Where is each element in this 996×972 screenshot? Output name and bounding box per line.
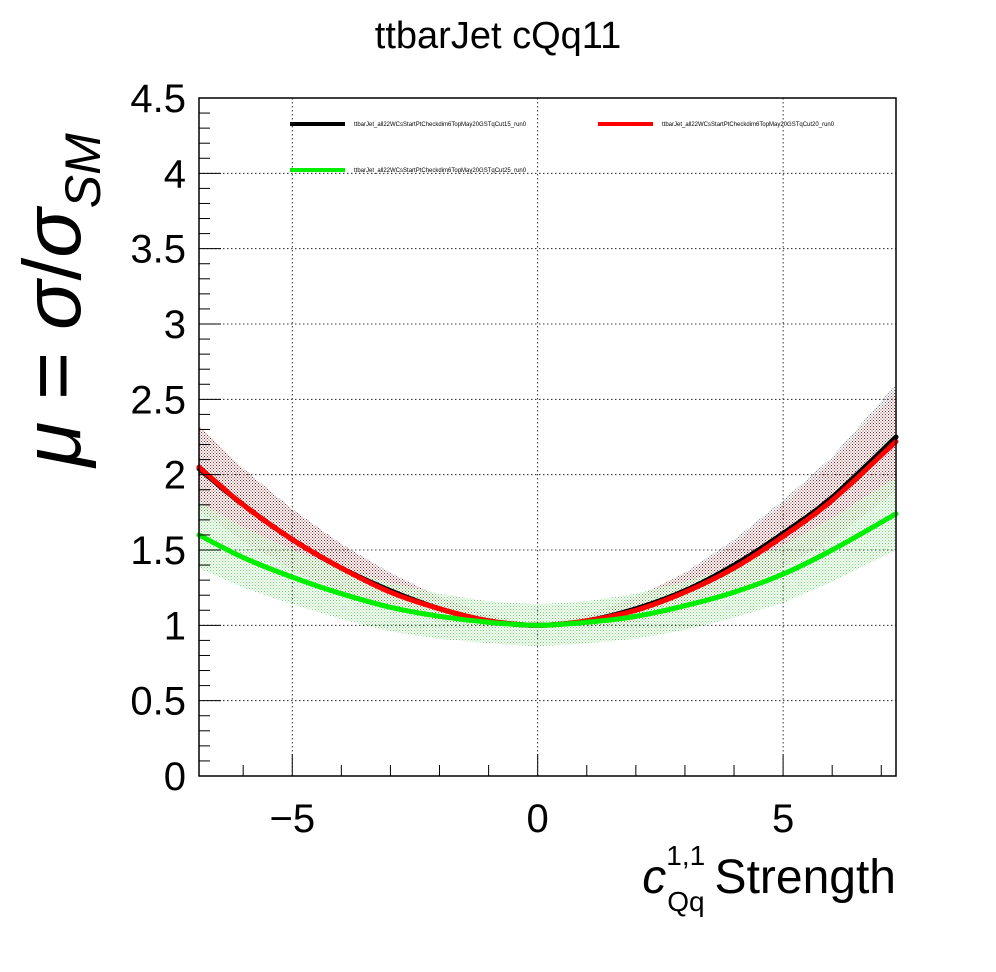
tick-labels: −5 0 5 0 0.5 1 1.5 2 2.5 3 3.5 4 4.5 [130, 77, 794, 841]
y-axis-sm: SM [55, 133, 111, 208]
uncertainty-band-2 [199, 391, 896, 627]
legend-label-3: ttbarJet_all22WCsStartPtCheckdim6TopMay2… [354, 168, 527, 174]
y-tick-label: 4 [164, 152, 186, 196]
y-tick-label: 3.5 [130, 228, 186, 272]
x-axis-subscript: Qq [667, 886, 704, 917]
legend: ttbarJet_all22WCsStartPtCheckdim6TopMay2… [290, 122, 835, 174]
series-line-3 [196, 511, 899, 628]
legend-label-1: ttbarJet_all22WCsStartPtCheckdim6TopMay2… [354, 122, 527, 128]
x-tick-label: 5 [772, 797, 794, 841]
y-axis-slash: / [7, 257, 98, 280]
y-tick-label: 0.5 [130, 680, 186, 724]
x-tick-label: −5 [269, 797, 315, 841]
chart-title: ttbarJet cQq11 [375, 15, 621, 57]
x-tick-label: 0 [527, 797, 549, 841]
y-tick-label: 2 [164, 454, 186, 498]
y-tick-label: 1 [164, 604, 186, 648]
y-tick-label: 2.5 [130, 378, 186, 422]
y-axis-mu: μ [7, 422, 98, 469]
y-axis-equals: = [7, 352, 98, 400]
x-axis-superscript: 1,1 [666, 840, 705, 871]
series-lines [196, 434, 899, 628]
y-tick-label: 0 [164, 755, 186, 799]
y-tick-label: 4.5 [130, 77, 186, 121]
x-axis-label: c1,1 Qq Strength [642, 840, 896, 917]
y-axis-label: μ=σ/σSM [7, 133, 111, 469]
grid-lines [199, 97, 896, 777]
y-axis-sigma-sm: σ [7, 205, 98, 258]
axis-ticks [199, 97, 882, 777]
x-axis-text: Strength [715, 851, 896, 904]
y-tick-label: 1.5 [130, 529, 186, 573]
plot-frame [198, 97, 897, 777]
y-axis-sigma: σ [7, 277, 98, 330]
uncertainty-bands [199, 384, 896, 647]
x-axis-symbol: c [642, 851, 666, 904]
y-tick-label: 3 [164, 303, 186, 347]
legend-label-2: ttbarJet_all22WCsStartPtCheckdim6TopMay2… [662, 122, 835, 128]
